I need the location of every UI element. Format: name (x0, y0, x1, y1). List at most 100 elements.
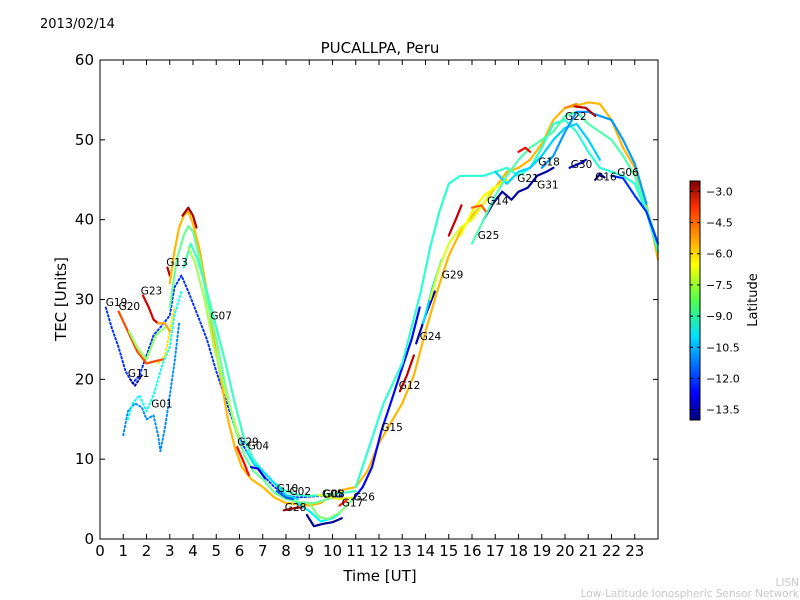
satellite-label-g29: G29 (442, 270, 464, 282)
y-tick-label: 40 (75, 211, 94, 229)
satellite-label-g01: G01 (151, 398, 173, 410)
satellite-label-g10: G10 (277, 483, 299, 495)
satellite-label-g28: G28 (285, 502, 307, 514)
satellite-label-g17: G17 (342, 497, 364, 509)
footer-network: Low-Latitude Ionospheric Sensor Network (580, 588, 799, 600)
x-tick-label: 4 (188, 542, 198, 560)
x-tick-label: 11 (346, 542, 365, 560)
satellite-label-g02: G02 (290, 486, 312, 498)
tec-series-19 (282, 506, 306, 512)
satellite-label-g19: G19 (106, 297, 128, 309)
x-tick-label: 20 (555, 542, 574, 560)
footer-brand: LISN (775, 577, 799, 589)
satellite-label-g18: G18 (538, 156, 560, 168)
satellite-label-g26: G26 (353, 492, 375, 504)
colorbar (689, 180, 701, 421)
x-tick-label: 6 (235, 542, 245, 560)
tec-series-31 (447, 204, 463, 237)
x-tick-label: 5 (211, 542, 221, 560)
tec-series-27 (398, 354, 415, 393)
satellite-label-g30: G30 (571, 159, 593, 171)
colorbar-tick-label: −10.5 (706, 341, 740, 354)
x-axis-label: Time [UT] (342, 567, 416, 585)
satellite-label-g04: G04 (248, 441, 270, 453)
tec-series-1 (129, 374, 143, 387)
y-tick-label: 0 (84, 530, 94, 548)
tec-series-22 (308, 498, 355, 521)
x-tick-label: 10 (323, 542, 342, 560)
tec-series-6 (128, 326, 167, 361)
x-tick-label: 14 (416, 542, 435, 560)
x-tick-label: 7 (258, 542, 268, 560)
satellite-label-g15: G15 (381, 422, 403, 434)
tec-series-8 (157, 322, 171, 333)
satellite-label-g25: G25 (478, 230, 500, 242)
satellite-label-g06: G06 (617, 167, 639, 179)
x-tick-label: 0 (95, 542, 105, 560)
colorbar-tick-label: −12.0 (706, 372, 740, 385)
x-tick-label: 17 (486, 542, 505, 560)
x-tick-label: 18 (509, 542, 528, 560)
date-label: 2013/02/14 (40, 17, 115, 32)
x-tick-label: 2 (142, 542, 152, 560)
x-tick-label: 3 (165, 542, 175, 560)
x-tick-label: 13 (393, 542, 412, 560)
colorbar-tick-label: −7.5 (706, 279, 733, 292)
satellite-label-g31: G31 (537, 180, 559, 192)
tec-series-38 (568, 158, 587, 169)
tec-series-36 (470, 110, 660, 245)
y-tick-label: 50 (75, 131, 94, 149)
satellite-label-g08: G08 (323, 489, 345, 501)
satellite-label-g14: G14 (487, 196, 509, 208)
satellite-label-g07: G07 (210, 311, 232, 323)
tec-series-12 (168, 225, 334, 505)
colorbar-tick-label: −9.0 (706, 310, 733, 323)
tec-series-42 (573, 105, 597, 117)
colorbar-tick-label: −3.0 (706, 185, 733, 198)
tec-series-14 (187, 246, 241, 441)
x-tick-label: 16 (462, 542, 481, 560)
plot-frame (99, 59, 659, 540)
x-tick-label: 15 (439, 542, 458, 560)
tec-series-32 (459, 178, 508, 237)
x-tick-label: 23 (625, 542, 644, 560)
tec-series-40 (610, 174, 660, 245)
tec-series-21 (305, 513, 343, 528)
tec-series-37 (517, 146, 532, 153)
satellite-label-g24: G24 (420, 331, 442, 343)
y-axis-label: TEC [Units] (52, 257, 70, 342)
y-tick-label: 10 (75, 450, 94, 468)
tec-series-34 (482, 166, 555, 221)
colorbar-tick-label: −4.5 (706, 217, 733, 230)
satellite-label-g20: G20 (119, 301, 141, 313)
satellite-label-g13: G13 (166, 257, 188, 269)
satellite-label-g22: G22 (565, 111, 587, 123)
satellite-label-g29: G29 (237, 437, 259, 449)
tec-series-5 (117, 310, 164, 365)
colorbar-tick-label: −13.5 (706, 404, 740, 417)
tec-series-16 (245, 450, 299, 501)
y-tick-label: 60 (75, 51, 94, 69)
tec-series-18 (275, 490, 295, 501)
satellite-label-g16: G16 (595, 172, 617, 184)
tec-series-15 (236, 446, 250, 477)
x-tick-label: 8 (281, 542, 291, 560)
satellite-label-g11: G11 (128, 368, 149, 380)
tec-series-0 (104, 274, 343, 500)
tec-series-25 (352, 306, 421, 501)
chart-title: PUCALLPA, Peru (321, 39, 440, 57)
y-tick-label: 30 (75, 291, 94, 309)
tec-series-9 (166, 266, 171, 277)
tec-series-39 (594, 173, 606, 181)
colorbar-ticks: −3.0 −4.5 −6.0 −7.5 −9.0 −10.5 −12.0 −13.5 (690, 185, 740, 417)
y-axis-ticks: 0 10 20 30 40 50 60 (75, 51, 658, 548)
tec-series-20 (296, 502, 341, 523)
y-tick-label: 20 (75, 370, 94, 388)
tec-series-43 (563, 102, 578, 109)
tec-series-7 (141, 294, 160, 325)
x-tick-label: 9 (304, 542, 314, 560)
x-tick-label: 22 (602, 542, 621, 560)
x-tick-label: 21 (579, 542, 598, 560)
satellite-label-g12: G12 (399, 380, 421, 392)
tec-series-30 (429, 186, 494, 301)
